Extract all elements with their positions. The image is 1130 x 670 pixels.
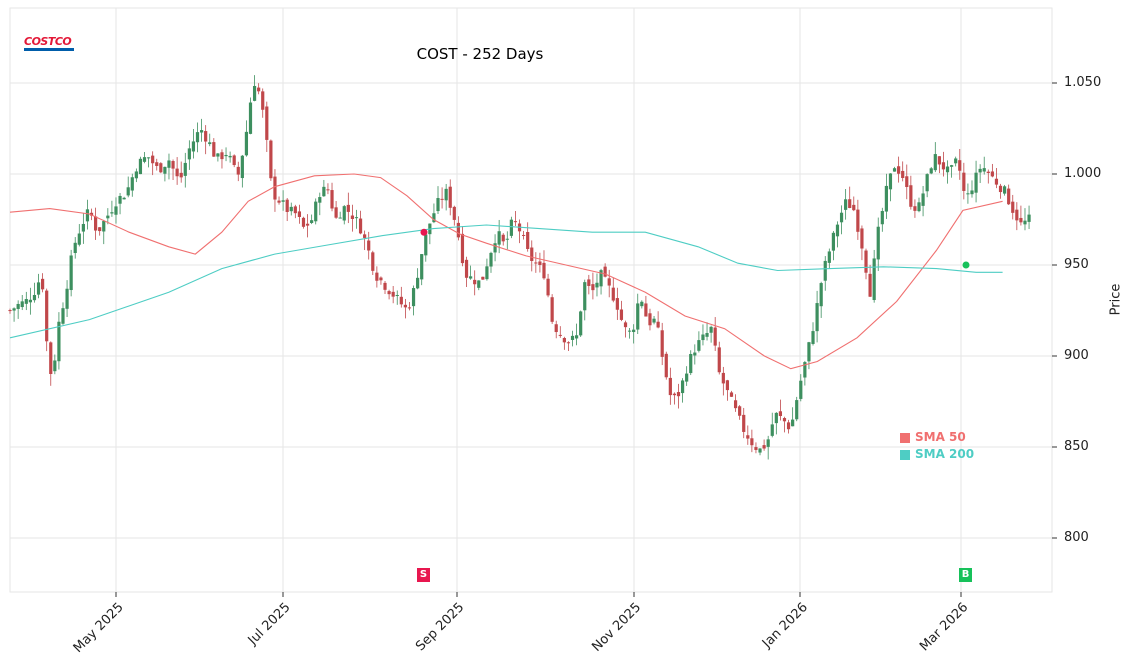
y-tick-950: 950 — [1064, 257, 1089, 272]
y-tick-850: 850 — [1064, 439, 1089, 454]
plot-area-border — [9, 7, 1053, 593]
legend: SMA 50 SMA 200 — [900, 429, 974, 463]
sma200-swatch-icon — [900, 449, 910, 460]
y-tick-800: 800 — [1064, 530, 1089, 545]
sell-crossover-marker — [420, 228, 428, 236]
legend-label-sma200: SMA 200 — [915, 447, 975, 461]
logo-bar — [24, 48, 74, 51]
buy-signal-badge: B — [959, 568, 972, 582]
buy-crossover-marker — [962, 261, 970, 269]
y-tick-1050: 1.050 — [1064, 75, 1102, 90]
sma50-swatch-icon — [900, 432, 910, 443]
chart-title: COST - 252 Days — [416, 45, 544, 63]
axis-ticks — [115, 82, 1057, 597]
y-tick-900: 900 — [1064, 348, 1089, 363]
legend-label-sma50: SMA 50 — [915, 430, 966, 444]
sell-signal-badge: S — [417, 568, 430, 582]
logo-text: COSTCO — [24, 35, 72, 48]
candlestick-series — [8, 75, 1031, 460]
legend-item-sma200: SMA 200 — [900, 446, 974, 463]
sma200-line — [9, 224, 1003, 339]
legend-item-sma50: SMA 50 — [900, 429, 974, 446]
grid-lines — [10, 8, 1052, 592]
costco-logo: COSTCO — [24, 36, 78, 52]
y-tick-1000: 1.000 — [1064, 166, 1102, 181]
sma50-line — [9, 173, 1003, 370]
y-axis-label: Price — [1108, 283, 1124, 316]
